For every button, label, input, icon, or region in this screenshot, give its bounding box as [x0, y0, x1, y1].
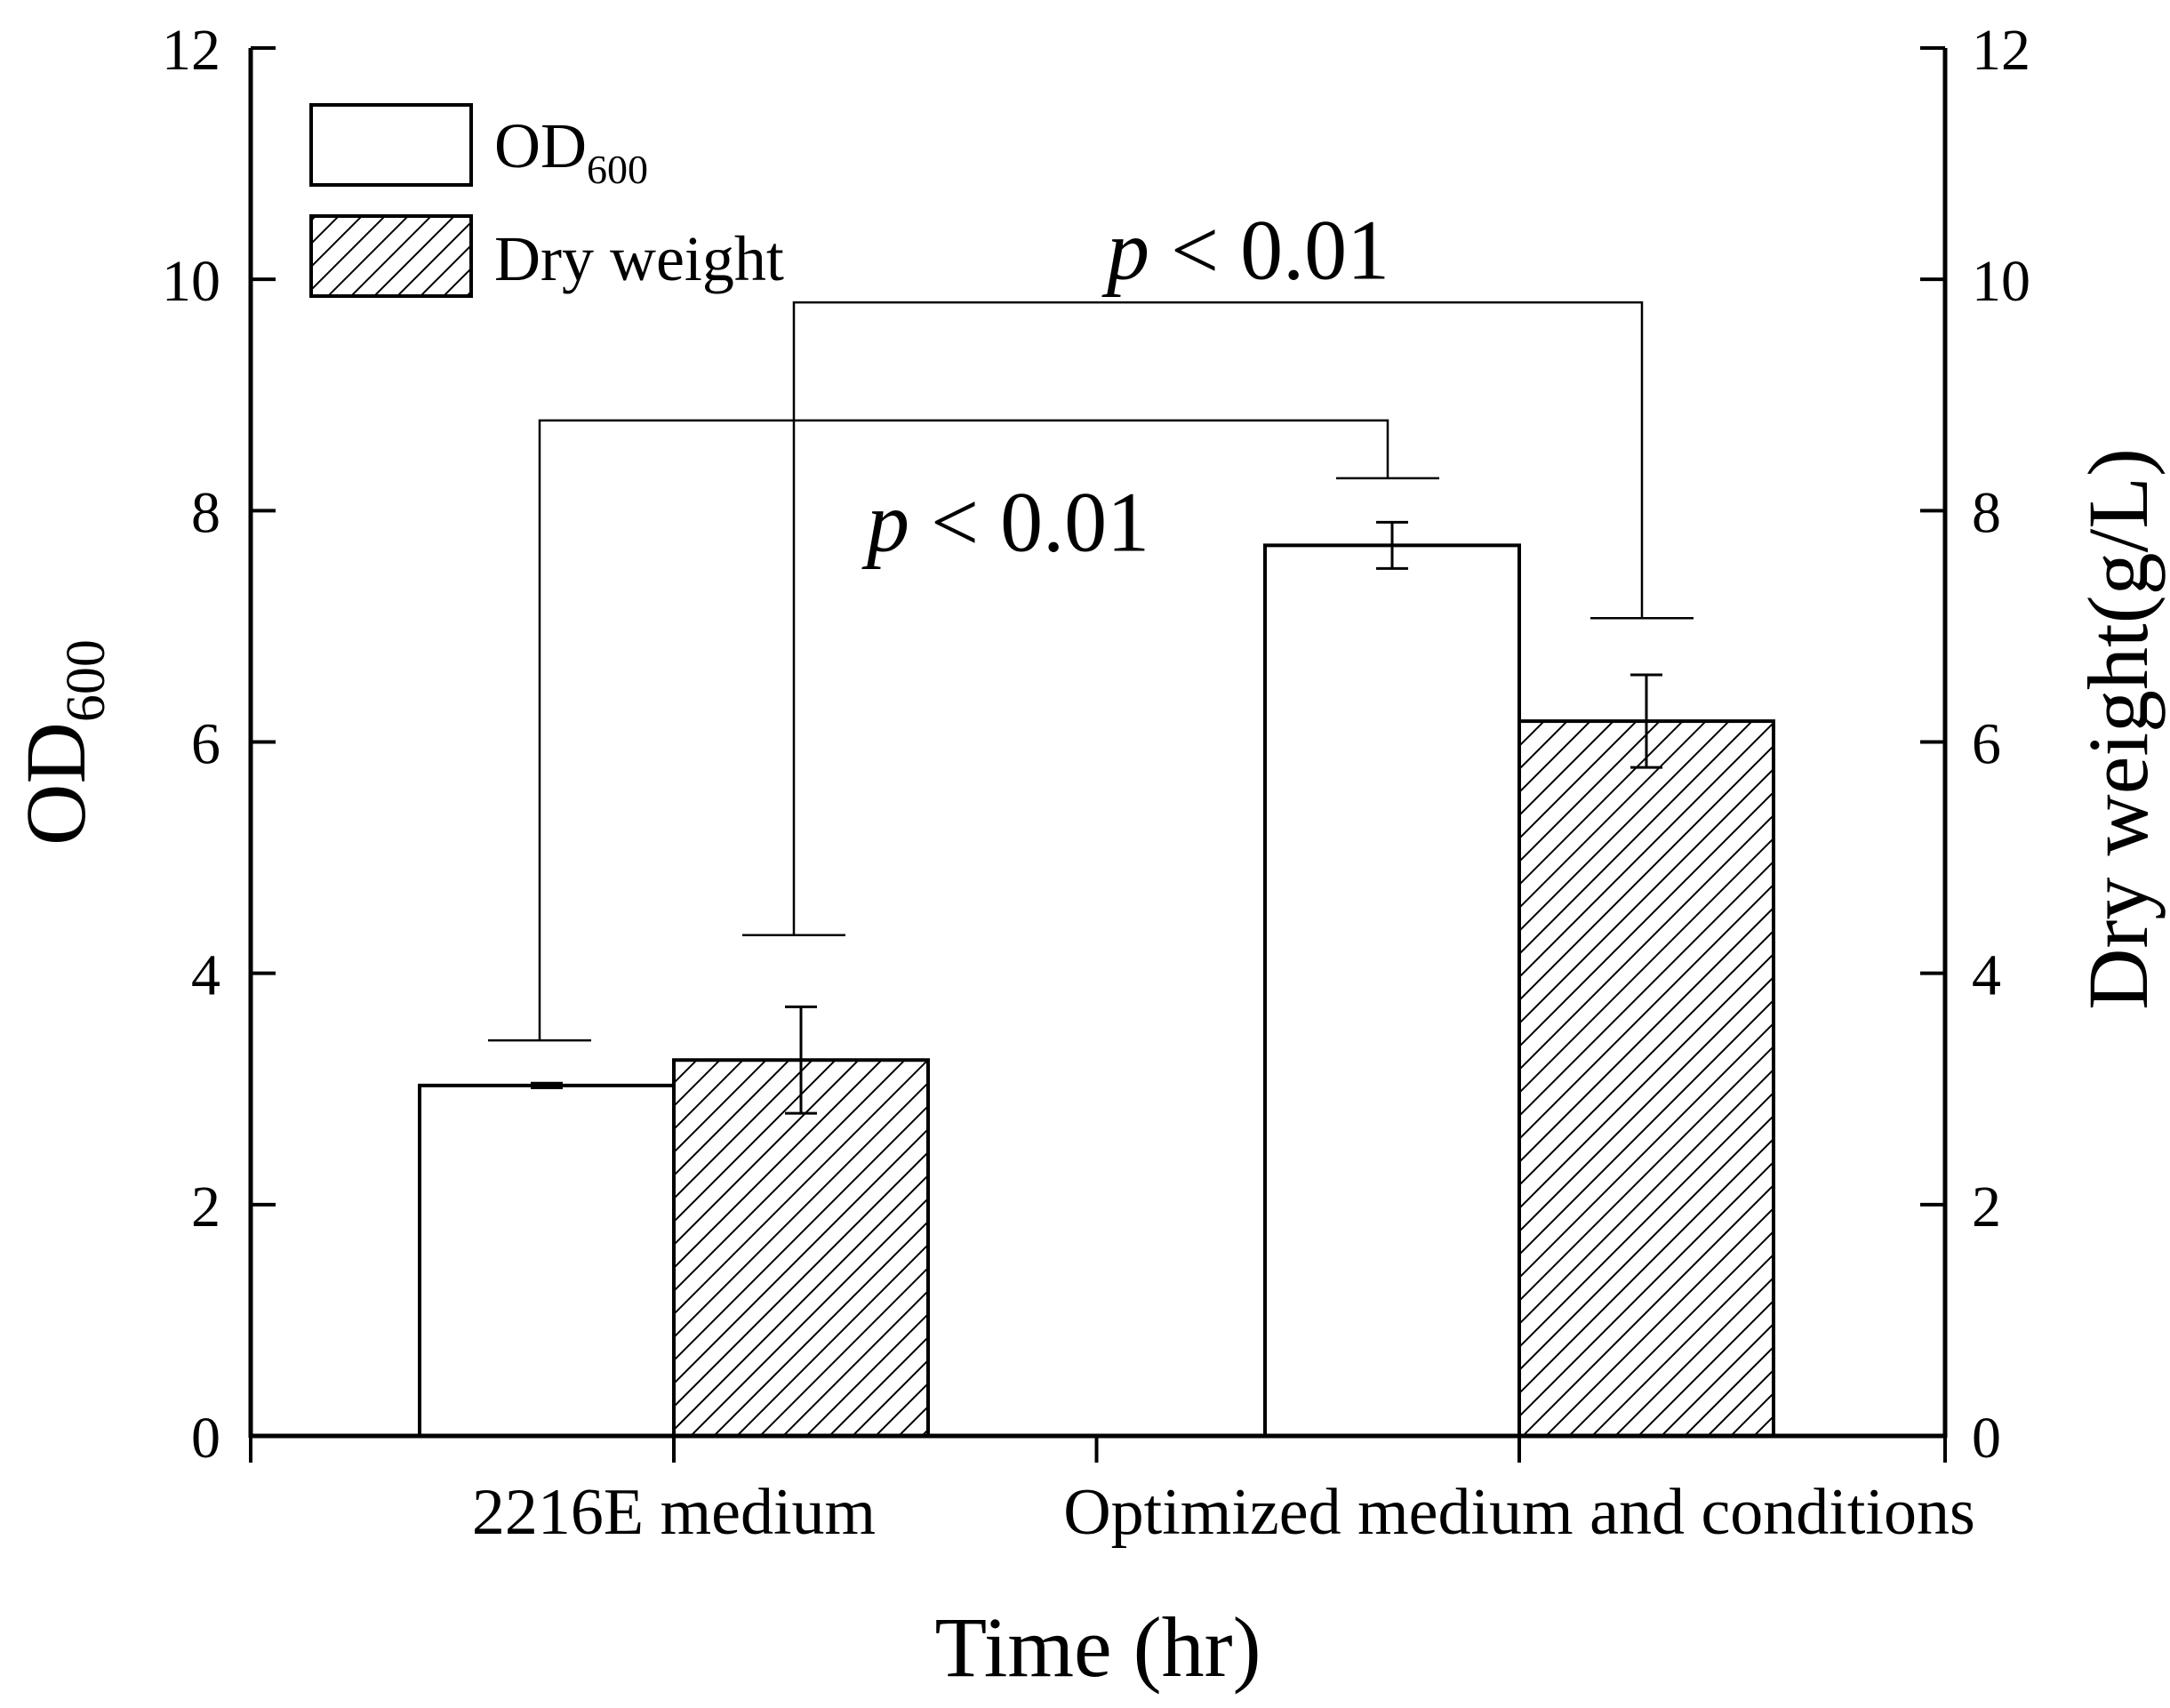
error-bar-dry-weight-0	[785, 1005, 817, 1115]
left-tick-label-8: 8	[191, 480, 220, 545]
right-tick-label-6: 6	[1972, 712, 2001, 777]
error-bar-od600-1	[1376, 520, 1408, 570]
left-axis-title: OD600	[8, 639, 116, 846]
right-tick-label-4: 4	[1972, 943, 2001, 1008]
error-bar-dry-weight-1	[1630, 673, 1662, 769]
legend: OD600 Dry weight	[309, 103, 784, 298]
x-category-label-0: 2216E medium	[472, 1476, 876, 1549]
bar-dry-weight-0	[672, 1058, 930, 1438]
legend-label-od600: OD600	[494, 110, 648, 192]
significance-label-1: p < 0.01	[1101, 203, 1389, 298]
legend-swatch-od600	[309, 103, 473, 187]
error-bar-od600-0	[531, 1081, 563, 1089]
right-tick-label-2: 2	[1972, 1175, 2001, 1239]
x-category-label-1: Optimized medium and conditions	[1063, 1476, 1975, 1549]
right-tick-label-8: 8	[1972, 480, 2001, 545]
left-tick-label-2: 2	[191, 1175, 220, 1239]
legend-swatch-dry-weight	[309, 214, 473, 298]
legend-label-dry-weight: Dry weight	[494, 223, 784, 294]
significance-bracket-1: p < 0.01	[742, 203, 1694, 936]
x-axis-title: Time (hr)	[934, 1600, 1261, 1695]
bar-dry-weight-1	[1517, 719, 1775, 1438]
left-tick-label-10: 10	[162, 249, 220, 314]
right-tick-label-12: 12	[1972, 18, 2030, 83]
left-tick-label-12: 12	[162, 18, 220, 83]
bar-od600-1	[1263, 543, 1521, 1438]
significance-label-0: p < 0.01	[861, 474, 1149, 569]
left-tick-label-0: 0	[191, 1406, 220, 1471]
right-tick-label-0: 0	[1972, 1406, 2001, 1471]
bar-od600-0	[418, 1083, 676, 1439]
significance-bracket-0: p < 0.01	[488, 419, 1439, 1042]
left-tick-label-6: 6	[191, 712, 220, 777]
left-tick-label-4: 4	[191, 943, 220, 1008]
right-tick-label-10: 10	[1972, 249, 2030, 314]
right-axis-title: Dry weight(g/L)	[2070, 448, 2166, 1010]
